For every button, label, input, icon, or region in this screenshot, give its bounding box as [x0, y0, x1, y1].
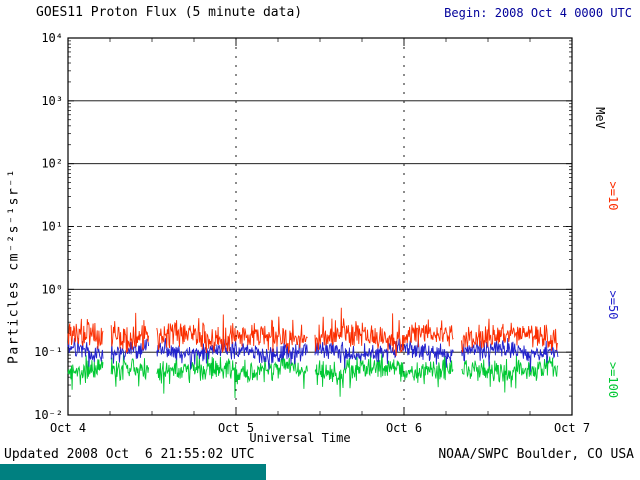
y-tick-label: 10³ [41, 94, 63, 108]
series-label-ge10: >=10 [606, 181, 620, 211]
y-tick-label: 10⁻¹ [34, 345, 63, 359]
y-tick-label: 10⁴ [41, 31, 63, 45]
chart-title: GOES11 Proton Flux (5 minute data) [36, 5, 303, 20]
plot-frame [67, 37, 573, 416]
begin-timestamp: Begin: 2008 Oct 4 0000 UTC [444, 6, 632, 20]
updated-timestamp: Updated 2008 Oct 6 21:55:02 UTC [4, 447, 255, 462]
y-tick-label: 10⁻² [34, 408, 63, 422]
series-label-ge100: >=100 [606, 361, 620, 399]
y-tick-label: 10² [41, 157, 63, 171]
right-axis-unit-label: MeV [593, 107, 607, 129]
footer-color-bar [0, 464, 266, 480]
series-line-ge100 [67, 351, 559, 399]
x-axis-label: Universal Time [249, 431, 351, 445]
y-tick-label: 10¹ [41, 220, 63, 234]
y-tick-label: 10⁰ [41, 282, 63, 296]
credit-text: NOAA/SWPC Boulder, CO USA [438, 447, 634, 462]
x-tick-label: Oct 6 [386, 421, 422, 435]
series-line-ge10 [67, 307, 559, 356]
x-tick-label: Oct 7 [554, 421, 590, 435]
series-label-ge50: >=50 [606, 290, 620, 320]
x-tick-label: Oct 4 [50, 421, 86, 435]
y-axis-label: Particles cm⁻²s⁻¹sr⁻¹ [6, 168, 22, 364]
x-tick-label: Oct 5 [218, 421, 254, 435]
